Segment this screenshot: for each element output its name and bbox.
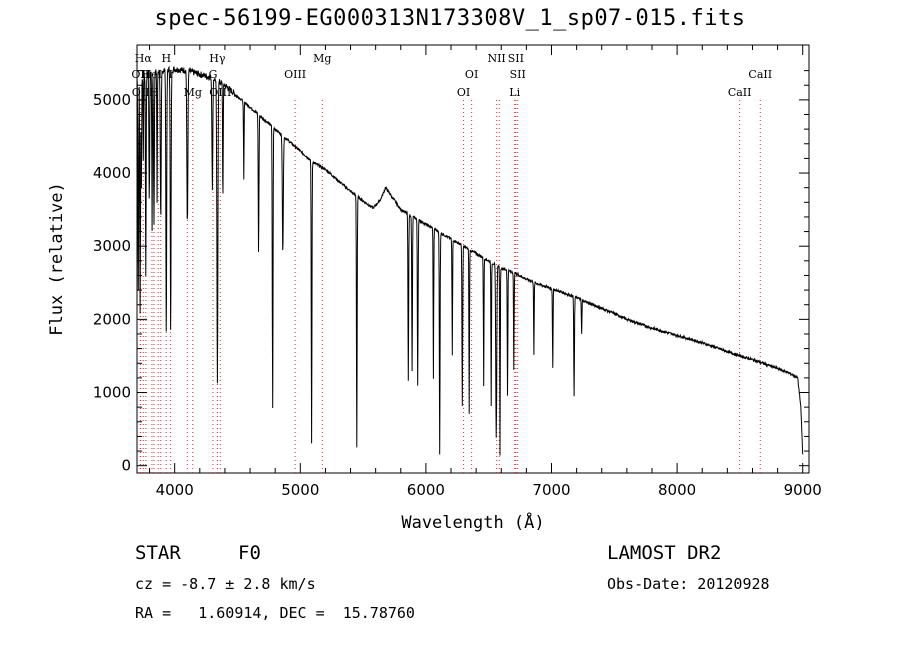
line-marker-label: I bbox=[168, 68, 172, 81]
observation-date: Obs-Date: 20120928 bbox=[607, 575, 770, 593]
y-tick-label: 1000 bbox=[93, 384, 131, 402]
line-marker-label: OI bbox=[465, 68, 478, 81]
line-marker-label: OIII bbox=[284, 68, 306, 81]
line-markers bbox=[139, 100, 761, 473]
line-marker-label: CaII bbox=[728, 86, 752, 99]
line-marker-labels: OIIOIIHαHHeIHHIMgGHγOIIIOIIIMgOIOINIILiS… bbox=[131, 52, 772, 99]
x-tick-label: 5000 bbox=[281, 481, 319, 499]
line-marker-label: SII bbox=[510, 68, 526, 81]
y-axis: 0 1000 2000 3000 4000 5000 bbox=[93, 70, 809, 475]
line-marker-label: CaII bbox=[748, 68, 772, 81]
y-axis-label: Flux (relative) bbox=[47, 182, 67, 336]
chart-title: spec-56199-EG000313N173308V_1_sp07-015.f… bbox=[154, 6, 746, 31]
y-tick-label: 4000 bbox=[93, 164, 131, 182]
line-marker-label: G bbox=[209, 68, 218, 81]
spectrum-line bbox=[136, 65, 804, 456]
x-axis-label: Wavelength (Å) bbox=[401, 511, 544, 533]
object-class: STAR bbox=[135, 542, 181, 564]
x-tick-label: 6000 bbox=[407, 481, 445, 499]
survey-name: LAMOST DR2 bbox=[607, 542, 722, 564]
x-tick-label: 9000 bbox=[784, 481, 822, 499]
x-tick-label: 4000 bbox=[156, 481, 194, 499]
line-marker-label: NII bbox=[487, 52, 505, 65]
line-marker-label: SII bbox=[508, 52, 524, 65]
y-tick-label: 2000 bbox=[93, 310, 131, 328]
y-tick-label: 5000 bbox=[93, 91, 131, 109]
y-tick-label: 0 bbox=[121, 457, 131, 475]
redshift-readout: cz = -8.7 ± 2.8 km/s bbox=[135, 575, 316, 593]
line-marker-label: Mg bbox=[313, 52, 331, 65]
line-marker-label: H bbox=[149, 86, 159, 99]
x-axis: 4000 5000 6000 7000 8000 9000 bbox=[149, 45, 822, 499]
x-tick-label: 7000 bbox=[532, 481, 570, 499]
line-marker-label: OI bbox=[457, 86, 470, 99]
line-marker-label: Li bbox=[509, 86, 520, 99]
coordinates-readout: RA = 1.60914, DEC = 15.78760 bbox=[135, 604, 415, 622]
line-marker-label: Hγ bbox=[209, 52, 226, 65]
y-tick-label: 3000 bbox=[93, 237, 131, 255]
line-marker-label: Hα bbox=[135, 52, 153, 65]
line-marker-label: H bbox=[161, 52, 171, 65]
line-marker-label: H bbox=[141, 68, 151, 81]
x-tick-label: 8000 bbox=[658, 481, 696, 499]
line-marker-label: OIII bbox=[209, 86, 231, 99]
subclass: F0 bbox=[238, 542, 261, 564]
plot-frame bbox=[136, 44, 810, 474]
